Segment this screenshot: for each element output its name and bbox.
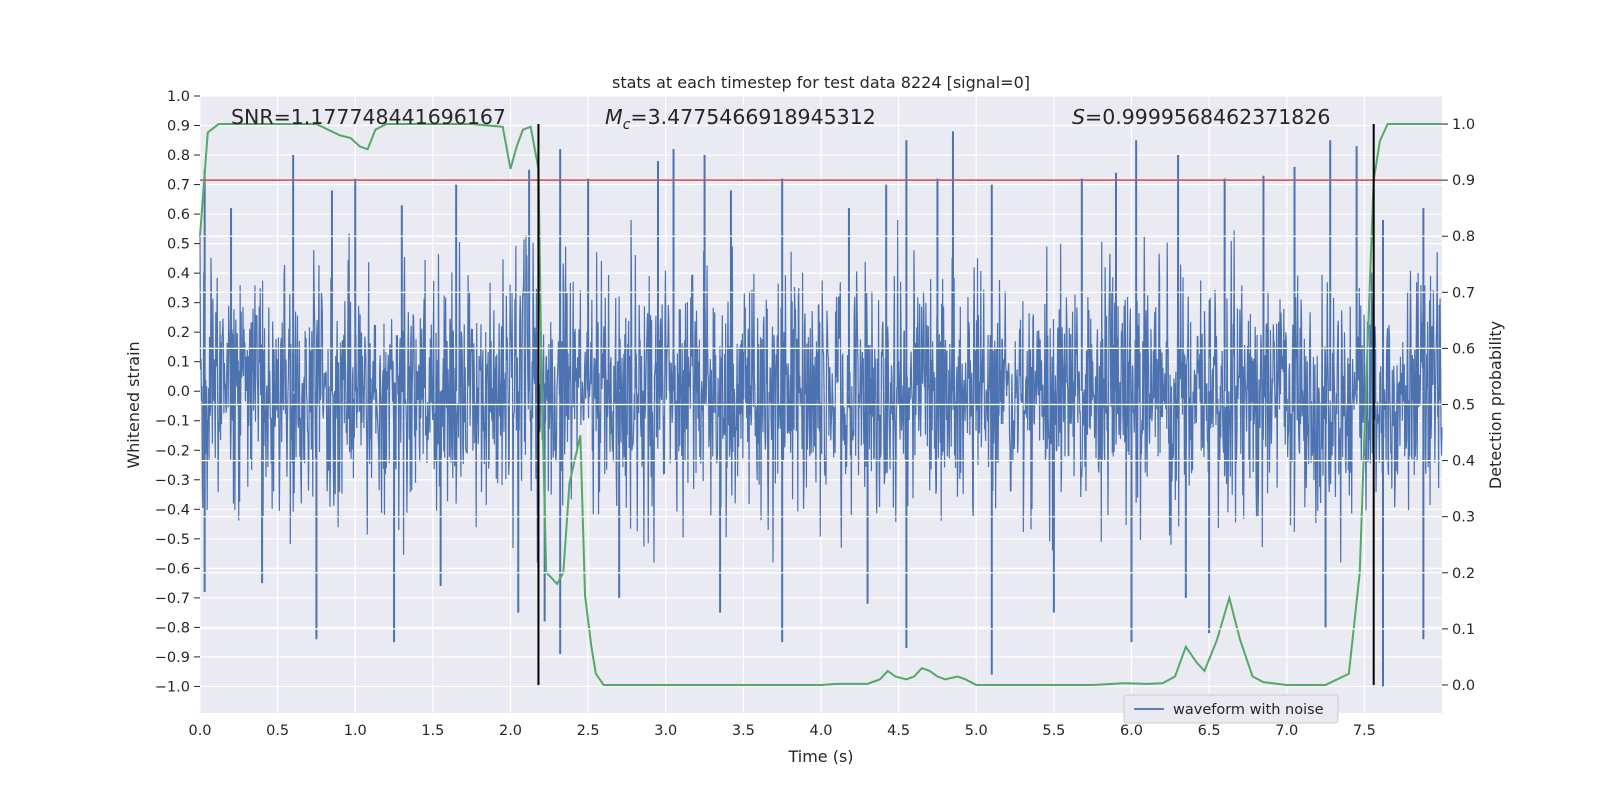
- x-tick-label: 7.5: [1353, 723, 1376, 739]
- y-tick-label-right: 0.6: [1452, 341, 1475, 357]
- y-tick-label-right: 0.9: [1452, 173, 1475, 189]
- y-tick-label-left: 0.2: [167, 325, 190, 341]
- chirp-mass-subscript: c: [623, 117, 631, 133]
- x-tick-label: 6.0: [1120, 723, 1143, 739]
- y-tick-label-right: 0.4: [1452, 454, 1475, 470]
- legend: waveform with noise: [1123, 694, 1339, 724]
- y-tick-label-left: −0.8: [155, 620, 190, 636]
- x-tick-label: 6.5: [1198, 723, 1221, 739]
- legend-label: waveform with noise: [1173, 702, 1324, 718]
- y-tick-label-right: 0.5: [1452, 398, 1475, 414]
- y-tick-label-left: 0.5: [167, 237, 190, 253]
- snr-annotation: SNR=1.177748441696167: [231, 105, 506, 129]
- x-tick-label: 5.0: [965, 723, 988, 739]
- y-tick-label-left: 0.4: [167, 266, 190, 282]
- x-tick-label: 4.0: [809, 723, 832, 739]
- y-tick-label-left: 0.6: [167, 207, 190, 223]
- waveform-series: [199, 219, 1443, 563]
- y-axis-label-left: Whitened strain: [124, 341, 143, 468]
- x-tick-label: 0.5: [266, 723, 289, 739]
- x-tick-label: 1.0: [344, 723, 367, 739]
- y-tick-label-left: 0.9: [167, 119, 190, 135]
- y-tick-label-right: 0.7: [1452, 285, 1475, 301]
- x-axis-label: Time (s): [787, 747, 853, 766]
- s-symbol: S: [1072, 105, 1085, 129]
- y-tick-label-left: −0.2: [155, 443, 190, 459]
- y-tick-label-left: −1.0: [155, 679, 190, 695]
- y-tick-label-right: 0.3: [1452, 510, 1475, 526]
- ticks-layer: 0.0 0.5 1.0 1.5 2.0 2.5 3.0 3.5 4.0 4.5 5.0 5.5 6.0 6…: [155, 89, 1475, 739]
- y-tick-label-left: 0.8: [167, 148, 190, 164]
- x-tick-label: 4.5: [887, 723, 910, 739]
- y-tick-label-left: −0.7: [155, 591, 190, 607]
- y-tick-label-left: 0.7: [167, 178, 190, 194]
- x-tick-label: 3.5: [732, 723, 755, 739]
- x-tick-label: 2.5: [577, 723, 600, 739]
- x-tick-label: 3.0: [654, 723, 677, 739]
- s-annotation: S=0.9999568462371826: [1072, 105, 1330, 129]
- y-tick-label-right: 0.2: [1452, 566, 1475, 582]
- y-axis-label-right: Detection probability: [1486, 321, 1505, 489]
- y-tick-label-right: 0.0: [1452, 678, 1475, 694]
- x-tick-label: 1.5: [421, 723, 444, 739]
- s-value: =0.9999568462371826: [1085, 105, 1330, 129]
- y-tick-label-left: −0.3: [155, 473, 190, 489]
- chirp-mass-value: =3.4775466918945312: [630, 105, 875, 129]
- y-tick-label-left: −0.1: [155, 414, 190, 430]
- y-tick-label-left: 1.0: [167, 89, 190, 105]
- chirp-mass-symbol: M: [605, 105, 623, 129]
- y-tick-label-left: −0.6: [155, 561, 190, 577]
- probability-layer: [199, 123, 1442, 686]
- y-tick-label-left: 0.1: [167, 355, 190, 371]
- y-tick-label-left: −0.4: [155, 502, 190, 518]
- y-tick-label-left: 0.0: [167, 384, 190, 400]
- y-tick-label-right: 0.1: [1452, 622, 1475, 638]
- y-tick-label-right: 0.8: [1452, 229, 1475, 245]
- y-tick-label-left: 0.3: [167, 296, 190, 312]
- chirp-mass-annotation: Mc=3.4775466918945312: [605, 105, 876, 133]
- x-tick-label: 2.0: [499, 723, 522, 739]
- chart-title: stats at each timestep for test data 822…: [612, 73, 1030, 92]
- x-tick-label: 0.0: [188, 723, 211, 739]
- x-tick-label: 7.0: [1275, 723, 1298, 739]
- y-tick-label-left: −0.5: [155, 532, 190, 548]
- x-tick-label: 5.5: [1042, 723, 1065, 739]
- y-tick-label-left: −0.9: [155, 650, 190, 666]
- overlay-layer: [200, 124, 1442, 685]
- y-tick-label-right: 1.0: [1452, 117, 1475, 133]
- probability-series: [199, 123, 1442, 686]
- legend-box: [1123, 694, 1339, 724]
